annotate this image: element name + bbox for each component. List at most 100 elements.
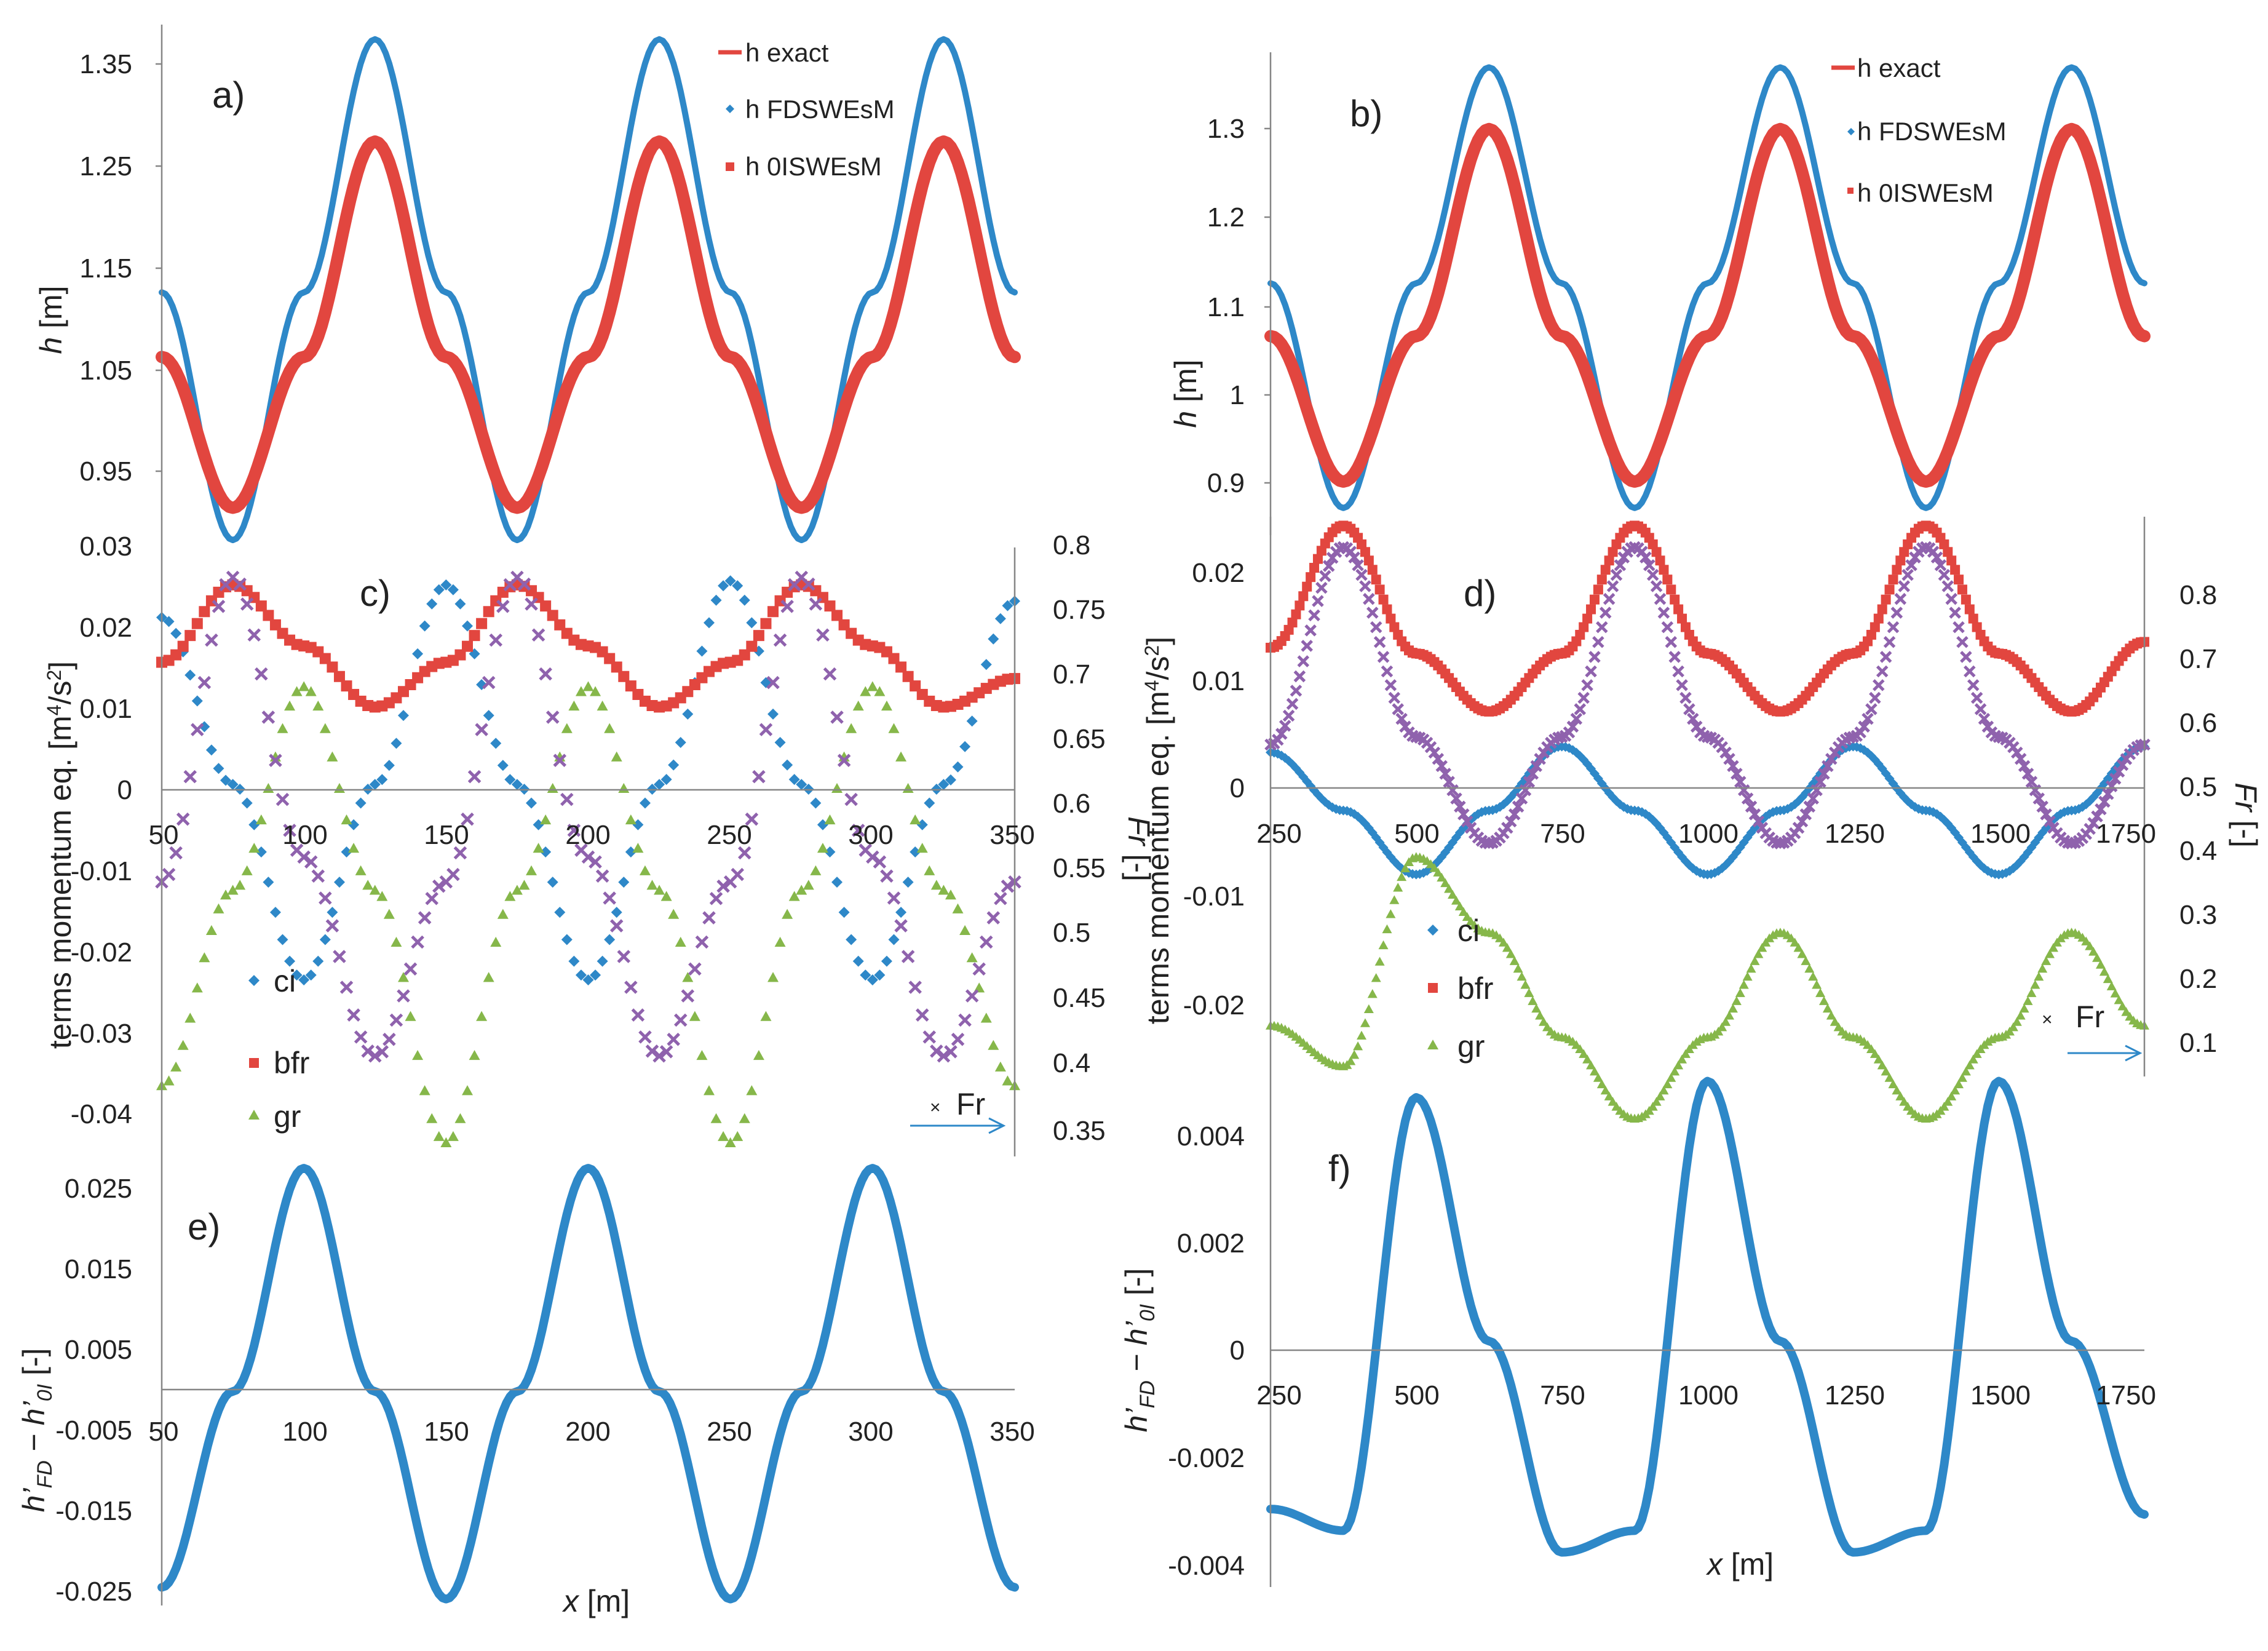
panel-c-series-bfr-point — [454, 649, 466, 661]
panel-c-series-gr-point — [284, 700, 296, 711]
panel-c-series-bfr-point — [746, 640, 758, 652]
panel-c-series-ci-point — [319, 934, 331, 945]
panel-d-series-bfr-point — [1873, 613, 1884, 624]
panel-c-series-gr-point — [511, 885, 523, 895]
panel-d-ylabel-sup2: 2 — [1141, 645, 1163, 656]
panel-c-series-gr-point — [860, 686, 871, 696]
panel-c-series-gr-point — [440, 1137, 452, 1147]
panel-d-series-fr-point — [1873, 679, 1885, 691]
panel-c-series-gr-point — [412, 1049, 424, 1060]
panel-c-ytick-label: -0.02 — [71, 937, 132, 968]
panel-d-series-fr-point — [1461, 815, 1473, 828]
panel-d-series-bfr-point — [1608, 547, 1618, 557]
legend-h-fdswesm-label: h FDSWEsM — [1857, 117, 2007, 146]
panel-d-series-fr-point — [1741, 792, 1754, 805]
panel-c-series-ci-point — [639, 797, 651, 809]
panel-d-series-fr-point — [1312, 595, 1324, 607]
panel-c-series-ci-point — [355, 797, 367, 809]
panel-d-series-fr-point — [1960, 651, 1972, 663]
panel-d-series-bfr-point — [1884, 584, 1895, 595]
panel-d-series-gr-point — [1727, 1003, 1738, 1013]
panel-c-series-ci-point — [604, 934, 616, 945]
panel-c-series-ci-point — [327, 907, 338, 918]
panel-c-series-gr-point — [341, 814, 352, 825]
panel-c-series-ci-point — [817, 819, 828, 830]
panel-d-series-fr-point — [1355, 568, 1368, 581]
panel-f-ylabel-minus: − h’ — [1119, 1321, 1154, 1380]
panel-d-series-fr-point — [1352, 559, 1364, 571]
panel-c-series-fr-point — [659, 1045, 673, 1059]
panel-f-ytick-label: 0.004 — [1177, 1121, 1245, 1152]
panel-a-series-h-0iswesm-line — [156, 135, 1021, 514]
panel-d-series-fr-point — [1392, 703, 1404, 715]
panel-c-series-gr-point — [575, 686, 587, 696]
panel-d-series-gr-point — [1498, 937, 1509, 947]
panel-c-series-ci-point — [767, 708, 779, 720]
panel-d-series-bfr-point — [1888, 575, 1898, 585]
panel-c-series-ci-point — [526, 797, 537, 809]
panel-d-series-gr-point — [1946, 1091, 1957, 1100]
panel-d-series-gr-point — [2114, 995, 2124, 1005]
panel-d-series-gr-point — [1440, 878, 1451, 888]
panel-d-series-fr-point — [1734, 776, 1747, 788]
panel-c-series-fr-point — [595, 869, 609, 883]
panel-d-y2tick-label: 0.3 — [2179, 900, 2217, 930]
panel-d-series-bfr-point — [1309, 563, 1320, 573]
panel-c-series-bfr — [156, 579, 1020, 713]
legend-h-exact-label: h exact — [745, 38, 829, 67]
panel-d-series-fr-point — [2029, 784, 2042, 797]
panel-c-series-fr-point — [411, 935, 424, 949]
panel-d-series-gr-point — [1437, 872, 1447, 882]
panel-c-y2tick-label: 0.35 — [1053, 1116, 1106, 1146]
panel-c-series-ci-point — [376, 774, 388, 786]
panel-c-series-fr-point — [446, 867, 460, 881]
panel-d-series-bfr-point — [1895, 555, 1906, 566]
panel-c-series-fr-point — [531, 628, 545, 642]
panel-b-y-ticks: 0.9 1 1.1 1.2 1.3 — [1207, 114, 1271, 498]
panel-d-series-fr-point — [1737, 784, 1750, 797]
panel-c-series-gr-point — [483, 972, 494, 982]
panel-d-series-fr-point — [1457, 808, 1470, 821]
panel-d-y2tick-label: 0.4 — [2179, 836, 2217, 866]
panel-d-series-fr-point — [1574, 703, 1587, 715]
panel-d-series-gr-point — [2008, 1022, 2018, 1032]
legend-h-exact-label: h exact — [1857, 54, 1941, 82]
panel-e-xlabel-unit: [m] — [579, 1584, 630, 1618]
panel-c-series-fr-point — [837, 754, 851, 767]
panel-c-series-ci-point — [333, 877, 345, 888]
panel-d-series-fr-point — [2011, 746, 2023, 759]
panel-c-series-ci-point — [660, 774, 672, 786]
panel-c-series-gr-point — [994, 1061, 1006, 1072]
panel-d-series-fr-point — [1992, 731, 2005, 743]
panel-d-series-gr-point — [1731, 996, 1742, 1005]
panel-d-series-fr-point — [1275, 728, 1288, 740]
panel-c-series-ci-point — [632, 819, 644, 830]
panel-d-y-ticks: -0.02 -0.01 0 0.01 0.02 — [1183, 558, 1245, 1020]
panel-c-series-fr — [155, 570, 1021, 1063]
panel-c-series-gr-point — [433, 1131, 445, 1141]
panel-c-series-gr-point — [177, 1040, 189, 1050]
panel-c-series-fr-point — [397, 989, 410, 1003]
panel-d-series-fr-point — [1512, 800, 1525, 813]
panel-d-series-fr-point — [1676, 679, 1688, 691]
panel-d-series-fr-point — [1879, 651, 1892, 663]
panel-d-series-gr-point — [1659, 1085, 1669, 1095]
panel-d-series-fr-point — [1534, 753, 1546, 765]
panel-d-series-bfr-point — [1666, 584, 1676, 595]
panel-d-series-fr-point — [1956, 636, 1969, 648]
panel-c-series-gr-point — [959, 925, 971, 936]
panel-d-series-fr-point — [2105, 780, 2118, 792]
legend-bfr-swatch — [1428, 983, 1438, 993]
panel-c-series-ci-point — [547, 877, 558, 888]
panel-d-series-gr-point — [1647, 1102, 1658, 1111]
panel-c-series-gr-point — [227, 885, 239, 895]
panel-c-series-bfr-point — [469, 630, 480, 642]
panel-c-series-fr-point — [1001, 879, 1015, 893]
panel-d-series-bfr-point — [1899, 547, 1909, 557]
panel-c-series-ci-point — [895, 907, 907, 918]
panel-d-series-fr-point — [1388, 691, 1401, 704]
panel-c-series-fr-point — [304, 855, 318, 869]
panel-c-series-gr-point — [682, 972, 694, 982]
panel-d-series-gr — [1266, 852, 2149, 1123]
panel-d-series-fr-point — [1930, 551, 1943, 563]
